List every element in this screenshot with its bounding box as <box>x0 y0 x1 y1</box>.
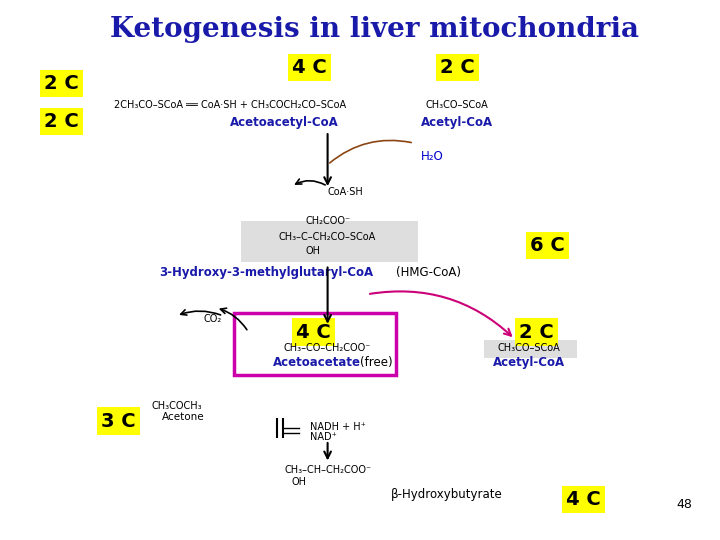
Text: (free): (free) <box>359 356 392 369</box>
Text: NADH + H⁺: NADH + H⁺ <box>310 422 366 431</box>
Bar <box>484 340 577 358</box>
Text: 2 C: 2 C <box>44 112 78 131</box>
Text: 48: 48 <box>676 498 692 511</box>
Text: Acetoacetyl-CoA: Acetoacetyl-CoA <box>230 116 339 129</box>
Text: 3-Hydroxy-3-methylglutaryl-CoA: 3-Hydroxy-3-methylglutaryl-CoA <box>159 266 374 279</box>
Text: Acetone: Acetone <box>162 412 205 422</box>
Text: CH₃–C–CH₂CO–SCoA: CH₃–C–CH₂CO–SCoA <box>279 232 377 241</box>
Text: (HMG-CoA): (HMG-CoA) <box>396 266 461 279</box>
Bar <box>241 221 418 262</box>
Text: OH: OH <box>306 246 320 256</box>
Text: CO₂: CO₂ <box>203 314 222 323</box>
Text: 2CH₃CO–SCoA ══ CoA·SH + CH₃COCH₂CO–SCoA: 2CH₃CO–SCoA ══ CoA·SH + CH₃COCH₂CO–SCoA <box>114 100 346 110</box>
Text: 6 C: 6 C <box>530 236 564 255</box>
Bar <box>234 313 396 375</box>
Text: 3 C: 3 C <box>102 411 136 431</box>
Text: 4 C: 4 C <box>292 58 327 77</box>
Text: OH: OH <box>292 477 306 487</box>
Text: Acetyl-CoA: Acetyl-CoA <box>421 116 493 129</box>
Text: CH₃COCH₃: CH₃COCH₃ <box>151 401 202 411</box>
Text: CH₃CO–SCoA: CH₃CO–SCoA <box>426 100 489 110</box>
Text: CH₃CO–SCoA: CH₃CO–SCoA <box>498 343 561 353</box>
Text: CoA·SH: CoA·SH <box>328 187 364 197</box>
Text: Acetyl-CoA: Acetyl-CoA <box>493 356 565 369</box>
Text: β-Hydroxybutyrate: β-Hydroxybutyrate <box>390 488 503 501</box>
Text: NAD⁺: NAD⁺ <box>310 433 336 442</box>
Text: 2 C: 2 C <box>440 58 474 77</box>
Text: 4 C: 4 C <box>566 490 600 509</box>
Text: Ketogenesis in liver mitochondria: Ketogenesis in liver mitochondria <box>110 16 639 43</box>
Text: Acetoacetate: Acetoacetate <box>273 356 361 369</box>
Text: CH₃–CO–CH₂COO⁻: CH₃–CO–CH₂COO⁻ <box>284 343 372 353</box>
Text: CH₂COO⁻: CH₂COO⁻ <box>305 217 350 226</box>
Text: 2 C: 2 C <box>44 74 78 93</box>
Text: H₂O: H₂O <box>421 150 444 163</box>
Text: 2 C: 2 C <box>519 322 554 342</box>
Text: CH₃–CH–CH₂COO⁻: CH₃–CH–CH₂COO⁻ <box>284 465 372 475</box>
Text: 4 C: 4 C <box>296 322 330 342</box>
